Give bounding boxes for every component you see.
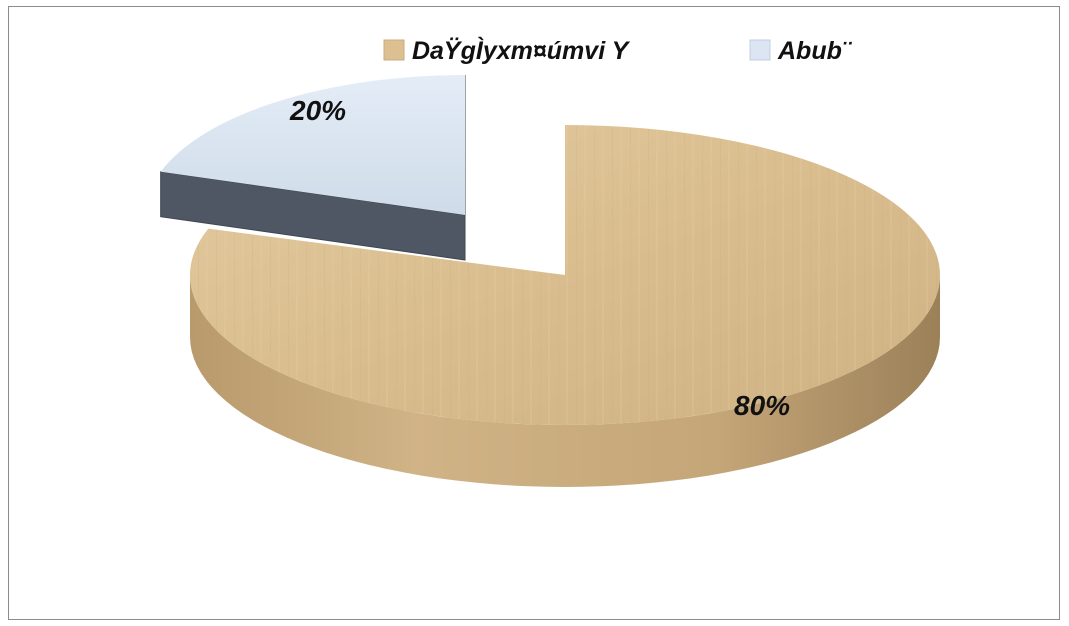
legend: DaŸgÌyxm¤úmvi Y Abub¨ [383,36,853,65]
legend-label-slice-1: DaŸgÌyxm¤úmvi Y [412,36,631,65]
data-label-slice-1: 80% [734,390,790,421]
pie-slice-1-grain [189,125,940,425]
pie-slice-2-top [160,75,465,215]
pie-slices [160,75,940,487]
pie-slice-1 [189,125,940,487]
legend-swatch-slice-2 [749,39,771,61]
legend-swatch-slice-1 [383,39,405,61]
pie-slice-1-rim [190,275,940,487]
data-label-slice-2: 20% [289,95,346,126]
pie-slice-2 [160,75,466,261]
legend-label-slice-2: Abub¨ [777,37,853,65]
